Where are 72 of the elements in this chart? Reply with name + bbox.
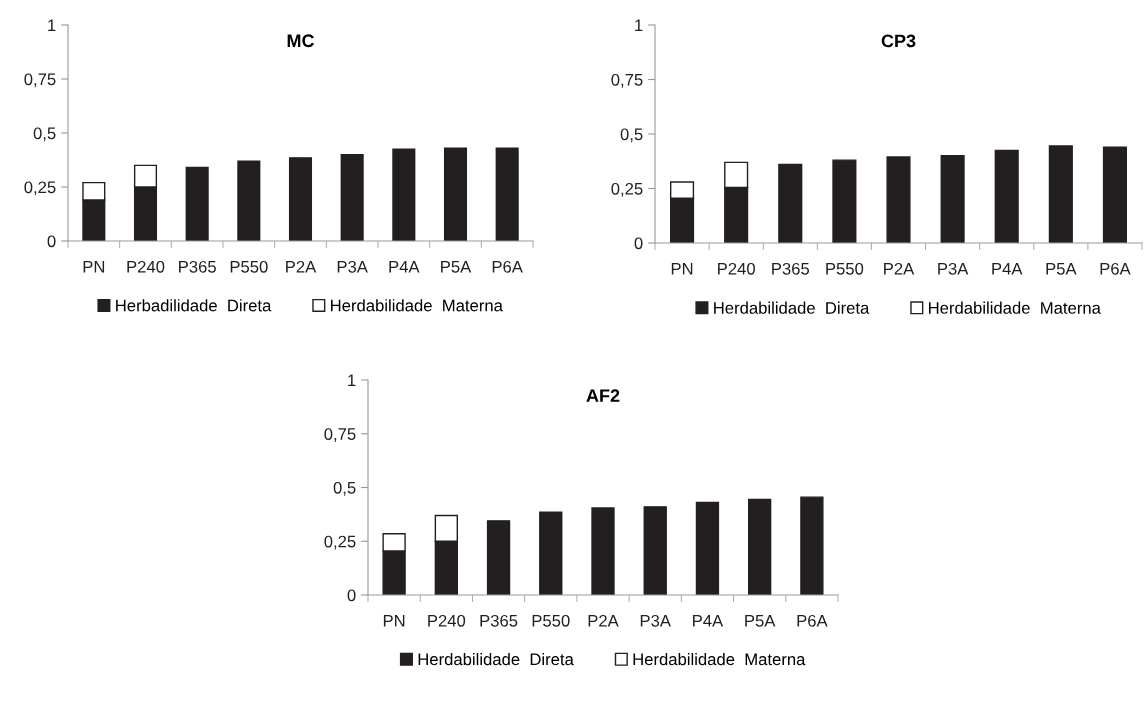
bar (340, 153, 364, 241)
bar (237, 160, 261, 241)
x-tick-label: P365 (179, 260, 216, 273)
x-tick-label: P550 (532, 614, 570, 627)
y-tick-label: 1 (48, 19, 56, 32)
y-tick-label: 0,75 (24, 73, 56, 88)
x-tick-label: P240 (428, 614, 466, 627)
x-tick-label: P4A (389, 261, 420, 273)
y-tick-label: 0,25 (611, 182, 643, 197)
x-tick-label: P4A (693, 615, 724, 627)
x-tick-label: P550 (230, 260, 268, 273)
chart-title: CP3 (881, 34, 916, 48)
x-tick-label: P365 (772, 262, 810, 275)
y-tick-label: 0 (47, 235, 56, 248)
chart-title: AF2 (586, 389, 620, 402)
y-tick-label: 0 (634, 237, 643, 250)
x-tick-label: P2A (884, 262, 915, 275)
bar (940, 155, 965, 243)
x-tick-label: P365 (480, 614, 518, 627)
bar (495, 147, 519, 241)
legend-label: Herbadilidade Direta (116, 299, 272, 312)
chart-title: MC (287, 34, 315, 48)
x-tick-label: P4A (992, 263, 1023, 275)
x-tick-label: P240 (127, 260, 165, 273)
y-tick-label: 0,75 (611, 73, 643, 88)
x-tick-label: P2A (588, 614, 619, 627)
y-tick-label: 0,5 (333, 481, 356, 496)
x-tick-label: P5A (745, 615, 776, 627)
legend-label: Herdabilidade Direta (714, 301, 870, 314)
bar (591, 507, 615, 595)
legend-label: Herdabilidade Materna (633, 653, 806, 666)
bar (443, 147, 468, 241)
y-tick-label: 0 (347, 589, 356, 602)
x-tick-label: P5A (1046, 263, 1077, 275)
y-tick-label: 0,75 (324, 428, 356, 442)
x-tick-label: P240 (718, 262, 755, 275)
x-tick-label: P550 (826, 262, 864, 275)
x-tick-label: PN (671, 263, 693, 275)
bar (392, 148, 416, 241)
y-tick-label: 0,25 (24, 181, 56, 196)
x-tick-label: PN (83, 261, 105, 273)
legend-label: Herdabilidade Direta (418, 653, 574, 666)
bar (185, 166, 209, 241)
x-tick-label: P3A (640, 614, 671, 627)
bar (832, 159, 857, 243)
bar (643, 506, 667, 595)
bar (695, 501, 720, 595)
bar (748, 498, 772, 595)
y-tick-label: 1 (635, 19, 643, 32)
x-tick-label: P3A (337, 260, 368, 273)
x-tick-label: P6A (492, 260, 523, 273)
y-tick-label: 0,25 (324, 535, 356, 550)
bar (486, 520, 511, 595)
bar (800, 496, 824, 595)
legend-label: Herdabilidade Materna (929, 301, 1101, 314)
bar (539, 511, 563, 595)
bar (1102, 146, 1128, 243)
bar (994, 149, 1019, 243)
y-tick-label: 1 (348, 374, 356, 387)
y-tick-label: 0,5 (620, 128, 643, 143)
bar (1048, 145, 1073, 243)
bar (288, 157, 313, 241)
y-tick-label: 0,5 (33, 127, 56, 142)
x-tick-label: P2A (286, 260, 317, 273)
x-tick-label: P6A (1100, 262, 1131, 275)
x-tick-label: P6A (797, 614, 828, 627)
bar (778, 163, 803, 243)
x-tick-label: P3A (938, 262, 969, 275)
x-tick-label: PN (383, 615, 405, 627)
x-tick-label: P5A (441, 261, 472, 273)
legend-label: Herdabilidade Materna (331, 299, 503, 312)
bar (886, 156, 911, 243)
